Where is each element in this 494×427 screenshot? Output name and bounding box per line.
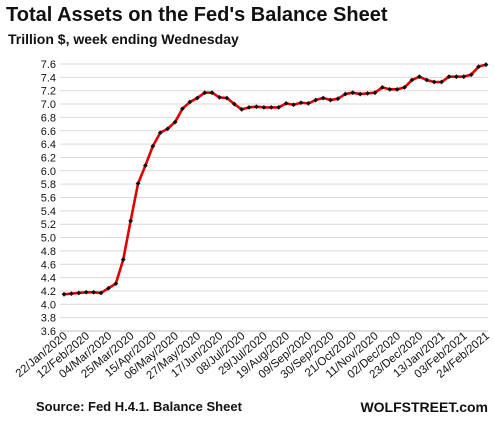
data-point — [128, 218, 134, 224]
data-point — [157, 130, 163, 136]
data-point — [416, 74, 422, 80]
data-point — [439, 79, 444, 85]
chart-subtitle: Trillion $, week ending Wednesday — [8, 31, 239, 47]
y-tick-label: 4.0 — [41, 299, 56, 311]
data-point — [387, 86, 393, 92]
data-point — [431, 79, 437, 85]
data-point — [291, 102, 296, 108]
data-point — [305, 100, 311, 106]
data-point — [357, 91, 363, 97]
gridlines — [60, 63, 488, 332]
source-note: Source: Fed H.4.1. Balance Sheet — [36, 399, 242, 414]
data-point — [217, 94, 222, 100]
data-point — [135, 181, 141, 186]
series-line — [63, 63, 487, 296]
data-point — [261, 104, 267, 110]
y-tick-label: 6.8 — [41, 112, 56, 124]
data-point — [106, 285, 111, 291]
data-point — [468, 72, 474, 78]
data-point — [372, 90, 378, 96]
y-tick-label: 6.0 — [41, 166, 56, 178]
y-tick-label: 4.8 — [41, 246, 56, 258]
data-point — [268, 104, 274, 110]
data-point — [313, 97, 319, 103]
y-tick-label: 5.8 — [41, 179, 56, 191]
y-tick-label: 4.2 — [41, 286, 56, 298]
data-point — [320, 95, 326, 101]
data-point — [187, 99, 193, 105]
y-tick-label: 3.8 — [41, 313, 56, 325]
x-axis: 22/Jan/202012/Feb/202004/Mar/202025/Mar/… — [14, 330, 492, 382]
data-point — [69, 291, 74, 297]
data-point — [298, 100, 304, 106]
data-point — [342, 91, 348, 97]
y-tick-label: 7.4 — [41, 72, 56, 84]
y-tick-label: 6.4 — [41, 139, 56, 151]
data-point — [239, 106, 245, 112]
data-point — [231, 101, 237, 107]
data-point — [194, 95, 200, 101]
data-point — [476, 64, 481, 70]
data-point — [76, 290, 82, 296]
y-tick-label: 5.2 — [41, 219, 56, 231]
data-point — [402, 84, 407, 90]
data-point — [61, 291, 67, 297]
y-tick-label: 4.6 — [41, 259, 56, 271]
data-point — [143, 163, 148, 168]
data-point — [276, 104, 282, 110]
y-tick-label: 7.2 — [41, 86, 56, 98]
data-point — [120, 257, 126, 262]
series-layer — [61, 62, 489, 297]
data-point — [246, 104, 252, 110]
data-point — [379, 84, 385, 90]
data-point — [180, 106, 185, 112]
data-point — [98, 290, 104, 296]
y-tick-label: 7.0 — [41, 99, 56, 111]
data-point — [113, 281, 119, 287]
data-point — [335, 96, 341, 102]
y-tick-label: 5.4 — [41, 206, 56, 218]
chart-title: Total Assets on the Fed's Balance Sheet — [6, 4, 388, 26]
y-tick-label: 4.4 — [41, 273, 56, 285]
data-point — [150, 143, 156, 149]
data-point — [394, 86, 400, 92]
data-point — [350, 90, 356, 96]
y-axis: 3.63.8 4.04.24.4 4.64.85.0 5.25.45.6 5.86.0 6… — [41, 59, 56, 338]
y-tick-label: 6.6 — [41, 126, 56, 138]
data-point — [483, 62, 489, 68]
y-tick-label: 5.0 — [41, 233, 56, 245]
data-point — [91, 289, 97, 295]
data-point — [209, 90, 215, 96]
data-point — [461, 74, 467, 80]
data-point — [202, 90, 208, 96]
y-tick-label: 3.6 — [41, 326, 56, 338]
data-point — [254, 104, 259, 110]
data-point — [328, 97, 333, 103]
y-tick-label: 6.2 — [41, 152, 56, 164]
data-point — [365, 90, 370, 96]
data-point — [409, 77, 415, 83]
data-point — [83, 289, 89, 295]
data-point — [224, 95, 230, 101]
data-point — [424, 77, 430, 83]
data-point — [283, 100, 289, 106]
y-tick-label: 5.6 — [41, 193, 56, 205]
brand-logo-text: WOLFSTREET.com — [360, 399, 488, 415]
data-point — [453, 74, 459, 80]
y-tick-label: 7.6 — [41, 59, 56, 71]
data-point — [165, 126, 171, 132]
data-point — [446, 74, 452, 80]
data-point — [172, 119, 178, 125]
